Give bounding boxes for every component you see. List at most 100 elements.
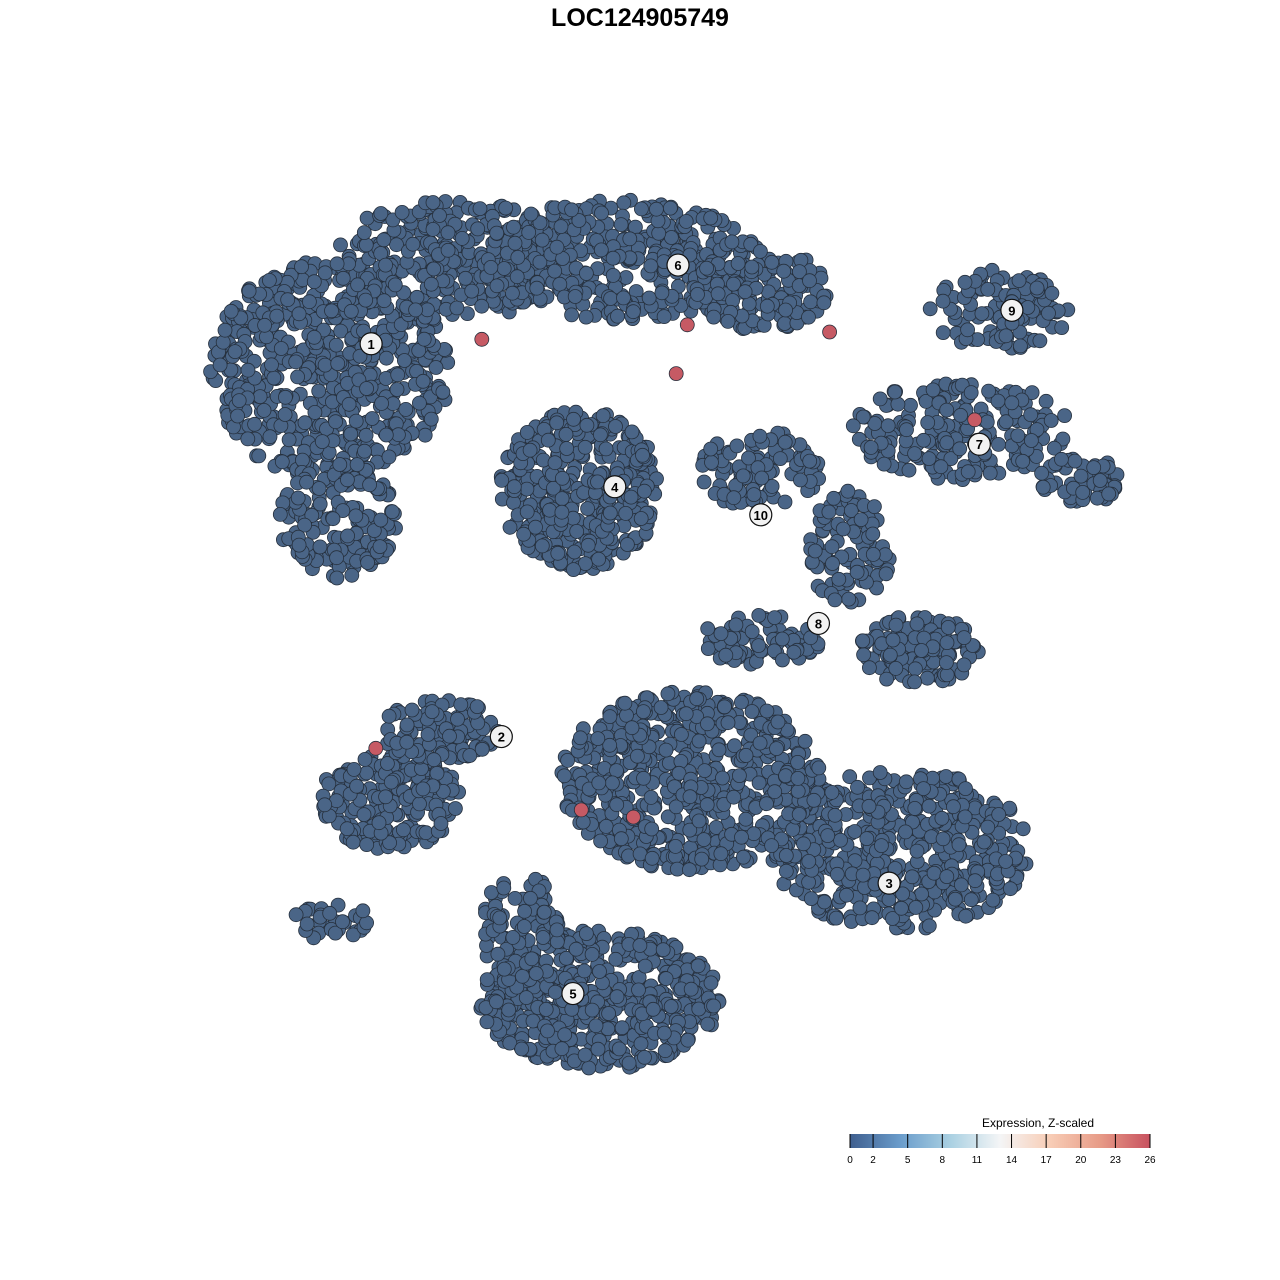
- data-point: [633, 1036, 649, 1052]
- legend-colorbar: [850, 1134, 1150, 1148]
- data-point: [613, 217, 629, 233]
- data-point: [440, 242, 456, 258]
- data-point: [567, 544, 582, 560]
- data-point: [373, 206, 389, 221]
- data-point: [519, 504, 535, 520]
- data-point: [706, 309, 722, 325]
- data-point: [856, 647, 871, 663]
- data-point: [579, 926, 594, 941]
- data-point: [506, 479, 522, 495]
- data-point: [876, 456, 892, 472]
- data-point: [658, 971, 674, 986]
- data-point: [1035, 479, 1051, 495]
- data-point: [420, 727, 436, 742]
- data-point: [925, 382, 941, 398]
- data-point: [683, 981, 699, 997]
- data-point: [290, 369, 306, 385]
- data-point: [231, 393, 247, 409]
- data-point: [567, 289, 583, 304]
- data-point: [960, 322, 975, 338]
- cluster-label-6: 6: [666, 253, 690, 277]
- cluster-label-text: 7: [976, 437, 983, 452]
- data-point: [960, 464, 976, 480]
- data-point: [790, 771, 806, 786]
- data-point: [946, 799, 961, 815]
- data-point: [974, 306, 990, 322]
- data-point: [726, 490, 742, 506]
- data-point: [469, 699, 485, 714]
- data-point: [764, 254, 780, 270]
- data-point: [569, 524, 585, 539]
- data-point: [1023, 407, 1039, 423]
- data-point: [324, 303, 339, 319]
- data-point: [1015, 453, 1031, 469]
- data-point: [909, 843, 925, 859]
- data-point: [575, 814, 591, 830]
- data-point: [636, 770, 651, 786]
- data-point: [564, 307, 579, 323]
- data-point: [778, 863, 794, 879]
- data-point: [921, 918, 937, 934]
- data-point: [680, 1032, 696, 1048]
- data-point: [605, 267, 621, 283]
- data-point: [894, 900, 909, 916]
- data-point: [359, 837, 375, 852]
- data-point: [885, 632, 901, 648]
- data-point: [1003, 881, 1018, 897]
- data-point: [549, 415, 565, 431]
- data-point: [850, 779, 865, 795]
- data-point: [603, 291, 618, 306]
- data-point: [1054, 320, 1070, 336]
- data-point: [637, 1049, 652, 1065]
- data-point: [349, 778, 365, 794]
- data-point: [1032, 333, 1048, 349]
- data-point: [294, 259, 309, 275]
- data-point: [277, 389, 293, 405]
- data-point: [656, 1025, 672, 1041]
- data-point: [496, 961, 512, 977]
- data-point: [474, 298, 490, 314]
- data-point: [621, 1055, 637, 1071]
- data-point: [547, 984, 563, 1000]
- data-point: [656, 309, 672, 325]
- data-point: [470, 221, 486, 237]
- data-point: [616, 290, 631, 306]
- data-point: [553, 219, 569, 235]
- data-point: [290, 490, 306, 506]
- data-point: [577, 439, 593, 455]
- data-point: [734, 829, 749, 845]
- data-point: [312, 539, 328, 555]
- data-point: [903, 397, 918, 413]
- data-point: [593, 242, 609, 258]
- data-point: [588, 1018, 604, 1034]
- data-point: [940, 620, 956, 635]
- data-point: [509, 269, 525, 285]
- data-point: [935, 293, 951, 309]
- data-point: [865, 547, 881, 562]
- cluster-label-text: 8: [815, 616, 822, 631]
- data-point: [720, 313, 736, 329]
- data-point: [394, 204, 410, 220]
- data-point: [653, 700, 669, 715]
- data-point: [643, 790, 659, 805]
- legend-tick-label: 2: [870, 1155, 876, 1166]
- data-point: [754, 470, 770, 486]
- data-point: [426, 752, 442, 768]
- data-point: [372, 539, 388, 554]
- data-point: [907, 446, 922, 462]
- data-point: [777, 316, 792, 331]
- legend: Expression, Z-scaled 0 2 5 8 11 14 17 20 23 26: [847, 1116, 1156, 1166]
- data-point: [643, 258, 659, 274]
- data-point: [423, 411, 439, 427]
- legend-tick-label: 14: [1006, 1155, 1018, 1166]
- data-point: [580, 537, 596, 553]
- data-point: [840, 483, 856, 499]
- data-point: [217, 322, 233, 338]
- data-point: [247, 416, 263, 432]
- data-point: [678, 706, 694, 722]
- data-point: [364, 411, 380, 426]
- data-point: [904, 869, 920, 885]
- data-point: [598, 441, 614, 457]
- high-expression-point: [679, 317, 695, 333]
- data-point: [521, 224, 537, 240]
